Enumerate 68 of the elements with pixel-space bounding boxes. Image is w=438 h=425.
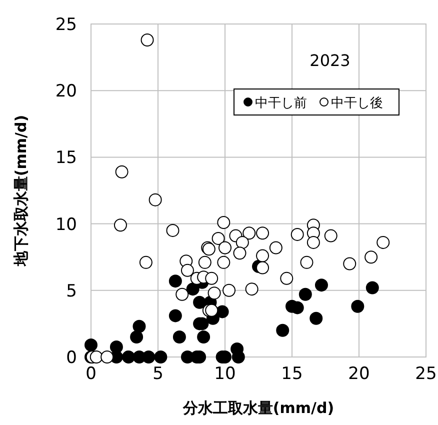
point xyxy=(115,165,128,178)
point xyxy=(122,350,136,364)
legend-label: 中干し後 xyxy=(331,96,383,111)
point xyxy=(245,282,258,296)
x-tick-label: 5 xyxy=(152,364,164,384)
y-tick-label: 0 xyxy=(66,348,77,368)
point xyxy=(114,218,127,232)
point xyxy=(142,350,156,364)
point xyxy=(298,288,312,301)
legend-label: 中干し前 xyxy=(255,96,307,111)
point xyxy=(90,350,103,364)
point xyxy=(280,272,294,285)
point xyxy=(310,312,323,325)
point xyxy=(132,320,146,333)
x-tick-label: 10 xyxy=(214,364,236,384)
point xyxy=(130,330,144,344)
point xyxy=(217,256,230,269)
point xyxy=(269,241,282,254)
point xyxy=(100,350,114,364)
point xyxy=(172,330,186,344)
point xyxy=(154,350,168,364)
point xyxy=(276,324,290,337)
point xyxy=(168,309,182,322)
point xyxy=(343,257,356,270)
point xyxy=(193,296,206,309)
point xyxy=(236,236,249,249)
point xyxy=(364,250,378,264)
point xyxy=(290,228,304,241)
point xyxy=(366,281,379,294)
point xyxy=(205,272,218,285)
point xyxy=(168,274,182,288)
y-tick-label: 15 xyxy=(55,148,77,168)
point xyxy=(148,193,162,206)
point xyxy=(306,236,320,249)
point xyxy=(314,278,328,292)
annotation: 2023 xyxy=(310,51,350,70)
point xyxy=(217,216,230,229)
point xyxy=(351,300,364,313)
x-tick-label: 15 xyxy=(281,364,303,384)
y-axis-title: 地下水取水量(mm/d) xyxy=(12,114,30,268)
point xyxy=(139,256,152,269)
point xyxy=(216,305,229,318)
point xyxy=(376,236,390,249)
point xyxy=(140,33,154,46)
y-tick-label: 5 xyxy=(66,281,77,302)
point xyxy=(180,264,194,277)
point xyxy=(208,286,221,300)
y-tick-label: 10 xyxy=(55,214,77,235)
x-tick-label: 0 xyxy=(86,364,96,384)
point xyxy=(324,229,338,242)
point xyxy=(218,241,232,254)
point xyxy=(84,338,98,352)
y-tick-label: 20 xyxy=(55,82,77,102)
point xyxy=(222,284,236,297)
point xyxy=(256,261,270,274)
point xyxy=(197,330,210,344)
point xyxy=(300,256,314,269)
point xyxy=(176,288,189,301)
point xyxy=(256,226,270,240)
point xyxy=(232,350,245,364)
point xyxy=(205,304,218,317)
x-tick-label: 25 xyxy=(415,364,437,384)
x-axis-title: 分水工取水量(mm/d) xyxy=(182,399,334,417)
y-tick-label: 25 xyxy=(55,15,77,35)
x-tick-label: 20 xyxy=(348,364,370,384)
point xyxy=(233,246,246,260)
point xyxy=(198,256,212,269)
point xyxy=(186,282,200,296)
